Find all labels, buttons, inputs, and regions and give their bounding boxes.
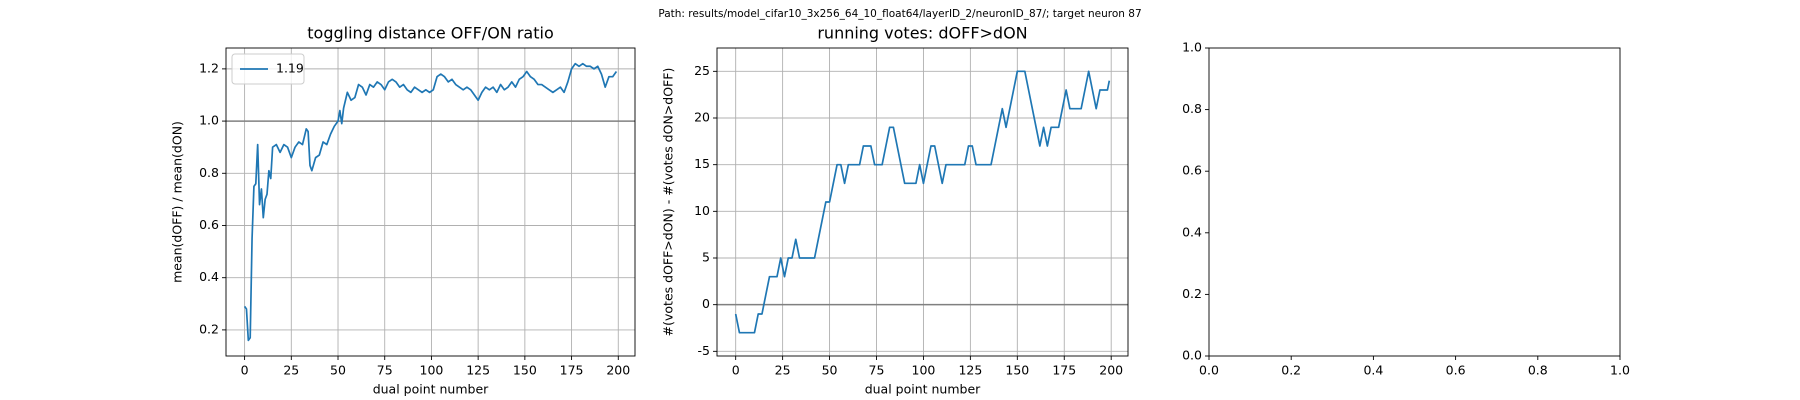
y-tick-label: 15 <box>694 156 710 171</box>
y-tick-label: -5 <box>698 343 710 358</box>
axes-title: toggling distance OFF/ON ratio <box>307 24 553 43</box>
x-tick-label: 175 <box>560 363 584 378</box>
y-tick-label: 10 <box>694 203 710 218</box>
x-tick-label: 0.0 <box>1199 363 1219 378</box>
y-tick-label: 20 <box>694 110 710 125</box>
x-axis-label: dual point number <box>865 382 981 397</box>
y-axis-label: #(votes dOFF>dON) - #(votes dON>dOFF) <box>661 68 676 337</box>
x-tick-label: 0 <box>732 363 740 378</box>
x-tick-label: 125 <box>466 363 490 378</box>
y-tick-label: 1.0 <box>199 113 219 128</box>
y-tick-label: 1.2 <box>199 60 219 75</box>
x-tick-label: 175 <box>1052 363 1076 378</box>
axes-frame <box>716 47 1129 357</box>
x-axis-label: dual point number <box>373 382 489 397</box>
y-tick-label: 5 <box>702 250 710 265</box>
subplot: 0.0 0.2 0.4 0.6 0.8 1.0 0.0 0.2 0.4 0.6 0.8 1.0 <box>1182 40 1630 378</box>
y-tick-label: 0.2 <box>1182 286 1202 301</box>
y-tick-label: 1.0 <box>1182 40 1202 55</box>
axes-frame <box>225 47 636 357</box>
x-tick-label: 25 <box>283 363 299 378</box>
x-tick-label: 75 <box>377 363 393 378</box>
x-tick-label: 25 <box>775 363 791 378</box>
axes-title: running votes: dOFF>dON <box>817 24 1027 43</box>
y-tick-label: 0.4 <box>199 269 219 284</box>
x-tick-label: 75 <box>869 363 885 378</box>
y-tick-label: 0.4 <box>1182 224 1202 239</box>
x-tick-label: 0 <box>241 363 249 378</box>
y-tick-label: 0.0 <box>1182 348 1202 363</box>
y-tick-label: 0.6 <box>199 217 219 232</box>
x-tick-label: 200 <box>606 363 630 378</box>
x-tick-label: 200 <box>1099 363 1123 378</box>
x-tick-label: 1.0 <box>1610 363 1630 378</box>
x-tick-label: 100 <box>420 363 444 378</box>
axes-frame <box>1208 47 1621 357</box>
y-tick-label: 0 <box>702 296 710 311</box>
data-line <box>243 62 618 342</box>
x-tick-label: 50 <box>330 363 346 378</box>
y-tick-label: 0.6 <box>1182 163 1202 178</box>
data-line <box>734 70 1111 334</box>
x-tick-label: 0.6 <box>1446 363 1466 378</box>
y-tick-label: 0.2 <box>199 321 219 336</box>
x-tick-label: 150 <box>513 363 537 378</box>
y-tick-label: 0.8 <box>199 165 219 180</box>
x-tick-label: 100 <box>912 363 936 378</box>
x-tick-label: 150 <box>1005 363 1029 378</box>
suptitle: Path: results/model_cifar10_3x256_64_10_… <box>658 8 1141 20</box>
legend-label: 1.19 <box>276 61 304 76</box>
x-tick-label: 0.2 <box>1281 363 1301 378</box>
y-tick-label: 0.8 <box>1182 101 1202 116</box>
x-tick-label: 50 <box>822 363 838 378</box>
x-tick-label: 0.8 <box>1528 363 1548 378</box>
y-tick-label: 25 <box>694 63 710 78</box>
x-tick-label: 0.4 <box>1363 363 1383 378</box>
y-axis-label: mean(dOFF) / mean(dON) <box>170 121 185 283</box>
x-tick-label: 125 <box>958 363 982 378</box>
subplot: 0 25 50 75 100 125 150 175 200 0.2 0.4 0.6 0.8 1.0 1.2… <box>170 24 636 397</box>
subplot: 0 25 50 75 100 125 150 175 200 -5 0 5 10 15 20 25 runnin… <box>661 24 1129 397</box>
